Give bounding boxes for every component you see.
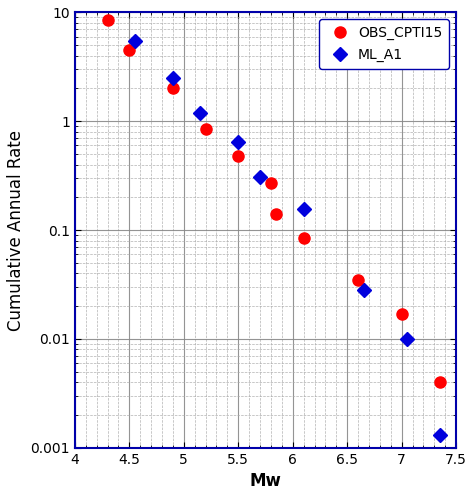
OBS_CPTI15 xyxy=(437,379,443,385)
Legend: OBS_CPTI15, ML_A1: OBS_CPTI15, ML_A1 xyxy=(319,19,449,69)
ML_A1 xyxy=(132,38,137,44)
OBS_CPTI15 xyxy=(399,311,404,317)
OBS_CPTI15 xyxy=(105,17,110,23)
ML_A1 xyxy=(404,336,410,342)
ML_A1 xyxy=(236,139,241,145)
ML_A1 xyxy=(361,287,366,293)
OBS_CPTI15 xyxy=(301,235,307,241)
OBS_CPTI15 xyxy=(127,47,132,53)
ML_A1 xyxy=(437,432,443,438)
X-axis label: Mw: Mw xyxy=(249,472,282,490)
Line: OBS_CPTI15: OBS_CPTI15 xyxy=(102,14,446,388)
OBS_CPTI15 xyxy=(273,211,279,217)
ML_A1 xyxy=(301,206,307,212)
OBS_CPTI15 xyxy=(355,277,361,283)
ML_A1 xyxy=(197,110,203,116)
ML_A1 xyxy=(257,173,263,179)
OBS_CPTI15 xyxy=(236,153,241,159)
ML_A1 xyxy=(170,75,176,81)
Line: ML_A1: ML_A1 xyxy=(130,36,445,440)
OBS_CPTI15 xyxy=(268,180,274,186)
Y-axis label: Cumulative Annual Rate: Cumulative Annual Rate xyxy=(7,130,25,331)
OBS_CPTI15 xyxy=(203,126,209,132)
OBS_CPTI15 xyxy=(170,85,176,91)
